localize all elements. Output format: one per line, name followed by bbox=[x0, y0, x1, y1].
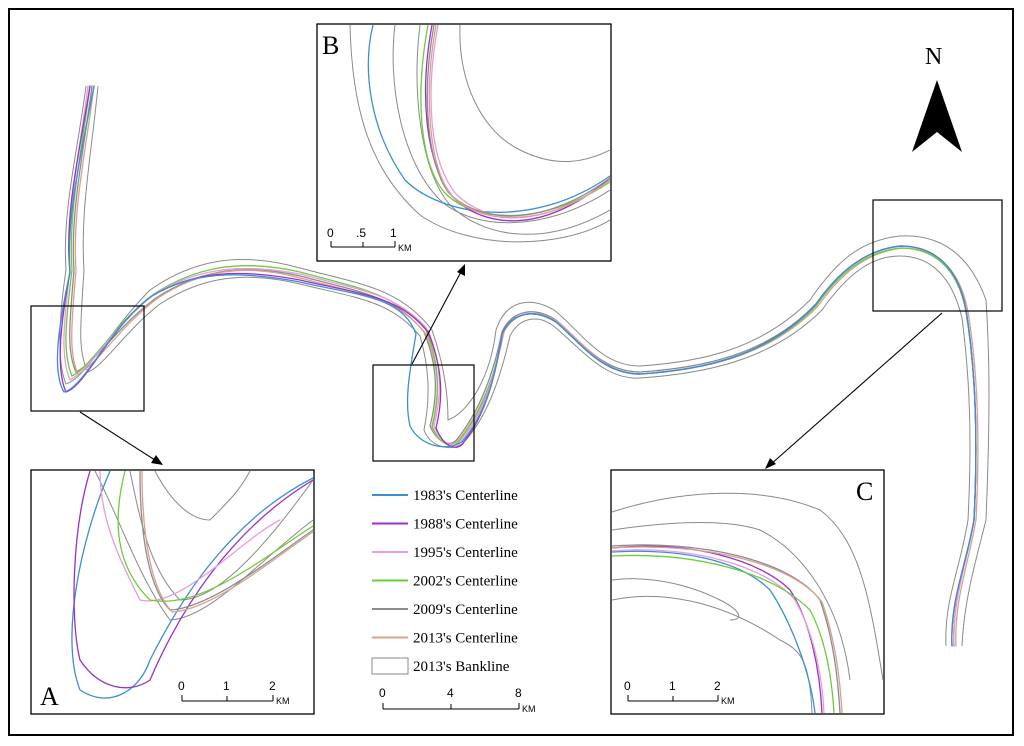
inset-a-scalebar: 0 1 2 KM bbox=[178, 679, 290, 706]
inset-b-scalebar: 0 .5 1 KM bbox=[327, 226, 412, 253]
svg-text:1: 1 bbox=[669, 679, 676, 693]
svg-text:KM: KM bbox=[721, 696, 735, 706]
svg-text:0: 0 bbox=[327, 226, 334, 240]
svg-text:.5: .5 bbox=[356, 226, 366, 240]
main-scalebar: 0 4 8 KM bbox=[379, 686, 536, 714]
svg-text:2: 2 bbox=[269, 679, 276, 693]
svg-text:1: 1 bbox=[390, 226, 397, 240]
svg-text:0: 0 bbox=[379, 686, 386, 700]
legend: 1983's Centerline 1988's Centerline 1995's… bbox=[371, 488, 518, 675]
legend-label: 2009's Centerline bbox=[413, 602, 518, 618]
svg-text:KM: KM bbox=[398, 243, 412, 253]
map-frame bbox=[8, 8, 1014, 736]
legend-bankline-label: 2013's Bankline bbox=[413, 659, 510, 675]
inset-b: B 0 .5 1 KM bbox=[316, 23, 612, 262]
north-label: N bbox=[925, 44, 942, 70]
inset-arrows bbox=[79, 264, 943, 469]
svg-text:0: 0 bbox=[624, 679, 631, 693]
main-river bbox=[56, 85, 990, 647]
svg-text:0: 0 bbox=[178, 679, 185, 693]
svg-text:KM: KM bbox=[276, 696, 290, 706]
inset-c-scalebar: 0 1 2 KM bbox=[624, 679, 735, 706]
svg-text:2: 2 bbox=[714, 679, 721, 693]
legend-label: 2013's Centerline bbox=[413, 631, 518, 647]
inset-b-locator-box bbox=[372, 364, 475, 462]
svg-text:KM: KM bbox=[522, 704, 536, 714]
legend-label: 1983's Centerline bbox=[413, 488, 518, 504]
north-arrow: N bbox=[912, 44, 962, 152]
inset-a: A 0 1 2 KM bbox=[30, 469, 315, 715]
inset-b-label: B bbox=[322, 31, 339, 60]
legend-label: 2002's Centerline bbox=[413, 574, 518, 590]
legend-bankline-swatch bbox=[371, 657, 409, 675]
svg-text:4: 4 bbox=[447, 686, 454, 700]
inset-a-locator-box bbox=[30, 305, 145, 412]
north-arrow-icon bbox=[912, 80, 962, 152]
legend-label: 1988's Centerline bbox=[413, 517, 518, 533]
inset-a-label: A bbox=[40, 682, 59, 711]
main-bankline-south bbox=[80, 85, 971, 647]
inset-c-locator-box bbox=[872, 199, 1003, 312]
svg-text:1: 1 bbox=[223, 679, 230, 693]
legend-label: 1995's Centerline bbox=[413, 545, 518, 561]
svg-text:8: 8 bbox=[515, 686, 522, 700]
main-centerline-1983 bbox=[56, 85, 977, 647]
inset-c: C 0 1 2 KM bbox=[610, 469, 885, 715]
main-bankline-north bbox=[59, 85, 990, 647]
inset-c-label: C bbox=[856, 477, 873, 506]
